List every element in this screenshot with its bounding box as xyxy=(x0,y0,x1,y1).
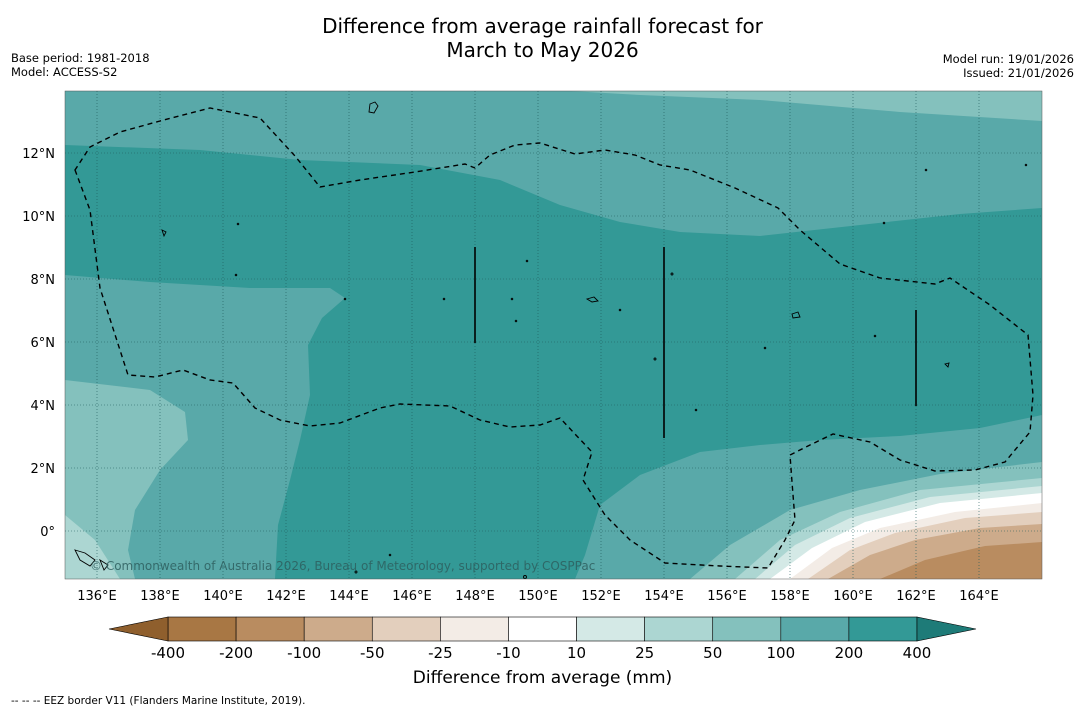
lon-label: 140°E xyxy=(203,589,243,604)
colorbar-tick-label: -25 xyxy=(428,644,453,662)
lon-label: 156°E xyxy=(707,589,747,604)
lat-label: 12°N xyxy=(22,147,55,162)
lon-label: 148°E xyxy=(455,589,495,604)
colorbar-swatch xyxy=(508,616,577,642)
colorbar-tick-label: 100 xyxy=(766,644,795,662)
map-plot-area: © Commonwealth of Australia 2026, Bureau… xyxy=(65,91,1042,579)
colorbar-swatch xyxy=(371,616,441,642)
colorbar-tick-label: -200 xyxy=(219,644,253,662)
rain-band-50-100-north xyxy=(570,91,1042,121)
title-line-1: Difference from average rainfall forecas… xyxy=(322,14,763,38)
lon-label: 154°E xyxy=(644,589,684,604)
issued-date: Issued: 21/01/2026 xyxy=(963,66,1074,80)
eez-footnote: -- -- -- EEZ border V11 (Flanders Marine… xyxy=(11,695,306,707)
colorbar-swatch xyxy=(167,616,237,642)
lat-label: 6°N xyxy=(31,336,56,351)
colorbar-tick-label: 25 xyxy=(635,644,654,662)
lon-label: 138°E xyxy=(140,589,180,604)
islands xyxy=(74,101,1028,579)
model-name: Model: ACCESS-S2 xyxy=(11,65,118,79)
lon-label: 150°E xyxy=(518,589,558,604)
colorbar-swatch xyxy=(780,616,850,642)
colorbar-over-arrow xyxy=(916,616,977,642)
colorbar-tick-label: 50 xyxy=(703,644,722,662)
colorbar-swatch xyxy=(235,616,305,642)
metadata-right: Model run: 19/01/2026 Issued: 21/01/2026 xyxy=(943,52,1074,80)
metadata-left: Base period: 1981-2018 Model: ACCESS-S2 xyxy=(11,51,150,79)
colorbar-title: Difference from average (mm) xyxy=(412,668,673,688)
lon-label: 144°E xyxy=(329,589,369,604)
map-frame xyxy=(64,90,1043,580)
chart-title: Difference from average rainfall forecas… xyxy=(0,14,1085,62)
lon-label: 160°E xyxy=(833,589,873,604)
rain-band-minus-100-200 xyxy=(880,542,1042,579)
lat-label: 10°N xyxy=(22,210,55,225)
longitude-labels: 136°E 138°E 140°E 142°E 144°E 146°E 148°E 150°E… xyxy=(77,589,999,604)
lon-label: 146°E xyxy=(392,589,432,604)
lat-label: 2°N xyxy=(31,462,56,477)
colorbar-swatch xyxy=(576,616,645,642)
colorbar-swatch xyxy=(712,616,782,642)
colorbar-tick-label: 400 xyxy=(903,644,932,662)
lon-label: 158°E xyxy=(770,589,810,604)
rain-band-25-50-west xyxy=(65,515,120,579)
lon-label: 164°E xyxy=(959,589,999,604)
colorbar-tick-label: -10 xyxy=(496,644,521,662)
title-line-2: March to May 2026 xyxy=(446,38,639,62)
rain-band-200-400 xyxy=(65,145,1042,579)
colorbar-swatch xyxy=(848,616,918,642)
model-run: Model run: 19/01/2026 xyxy=(942,52,1074,66)
colorbar-swatch xyxy=(644,616,714,642)
colorbar-swatch xyxy=(303,616,373,642)
lat-label: 4°N xyxy=(31,399,56,414)
lon-label: 152°E xyxy=(581,589,621,604)
colorbar: -400 -200 -100 -50 -25 -10 10 25 50 100 200 400 xyxy=(108,616,977,662)
copyright-watermark: © Commonwealth of Australia 2026, Bureau… xyxy=(90,559,595,573)
lon-label: 136°E xyxy=(77,589,117,604)
lon-label: 142°E xyxy=(266,589,306,604)
colorbar-tick-label: -100 xyxy=(287,644,321,662)
colorbar-tick-label: 200 xyxy=(835,644,864,662)
colorbar-tick-label: 10 xyxy=(567,644,586,662)
latitude-labels: 12°N 10°N 8°N 6°N 4°N 2°N 0° xyxy=(22,147,55,540)
eez-borders xyxy=(74,107,1034,569)
rain-band-50-100-west xyxy=(65,380,188,579)
colorbar-tick-label: -400 xyxy=(151,644,185,662)
lon-label: 162°E xyxy=(896,589,936,604)
colorbar-tick-label: -50 xyxy=(360,644,385,662)
colorbar-under-arrow xyxy=(108,616,169,642)
base-period: Base period: 1981-2018 xyxy=(11,51,150,65)
data-artefact-lines xyxy=(474,247,917,438)
lat-label: 0° xyxy=(40,525,55,540)
lat-label: 8°N xyxy=(31,273,56,288)
colorbar-swatch xyxy=(440,616,509,642)
